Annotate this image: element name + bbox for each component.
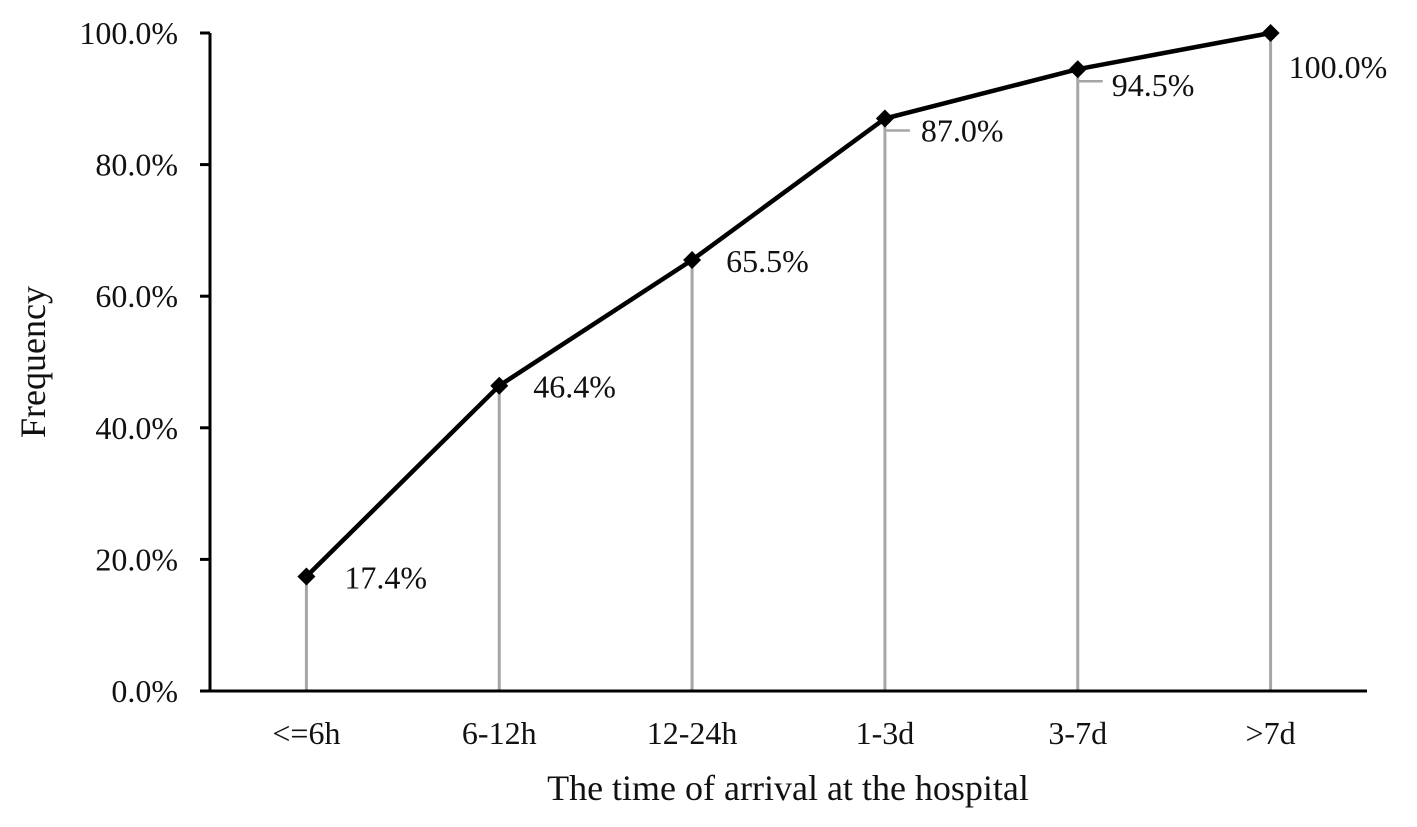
data-labels: 17.4% 46.4% 65.5% 87.0% 94.5% 100.0% [344, 49, 1387, 596]
x-tick-label: <=6h [272, 715, 340, 751]
y-tick-label: 40.0% [95, 410, 178, 446]
data-label: 100.0% [1289, 49, 1388, 85]
data-label: 87.0% [921, 113, 1004, 149]
y-tick-label: 60.0% [95, 278, 178, 314]
y-tick-label: 0.0% [111, 673, 178, 709]
x-tick-label: >7d [1246, 715, 1296, 751]
data-point [1261, 24, 1280, 42]
data-point [1068, 60, 1087, 79]
data-label: 46.4% [533, 369, 616, 405]
x-axis-tick-labels: <=6h 6-12h 12-24h 1-3d 3-7d >7d [272, 715, 1295, 751]
data-label: 65.5% [726, 243, 809, 279]
series-markers [297, 24, 1280, 586]
series-line [304, 30, 1271, 579]
data-point [297, 567, 316, 586]
y-axis-tick-labels: 0.0% 20.0% 40.0% 60.0% 80.0% 100.0% [79, 15, 178, 709]
leader-lines [884, 79, 1103, 132]
x-tick-label: 12-24h [647, 715, 738, 751]
data-point [490, 376, 509, 395]
data-label: 17.4% [344, 560, 427, 596]
drop-lines [304, 33, 1273, 691]
x-tick-label: 3-7d [1048, 715, 1107, 751]
y-tick-label: 80.0% [95, 147, 178, 183]
y-tick-label: 20.0% [95, 541, 178, 577]
data-point [683, 251, 702, 270]
y-tick-label: 100.0% [79, 15, 178, 51]
x-axis-title: The time of arrival at the hospital [547, 768, 1029, 808]
y-axis-ticks [200, 31, 210, 693]
x-tick-label: 1-3d [856, 715, 915, 751]
data-point [875, 109, 894, 128]
x-tick-label: 6-12h [462, 715, 537, 751]
y-axis-title: Frequency [13, 286, 53, 438]
data-label: 94.5% [1112, 67, 1195, 103]
